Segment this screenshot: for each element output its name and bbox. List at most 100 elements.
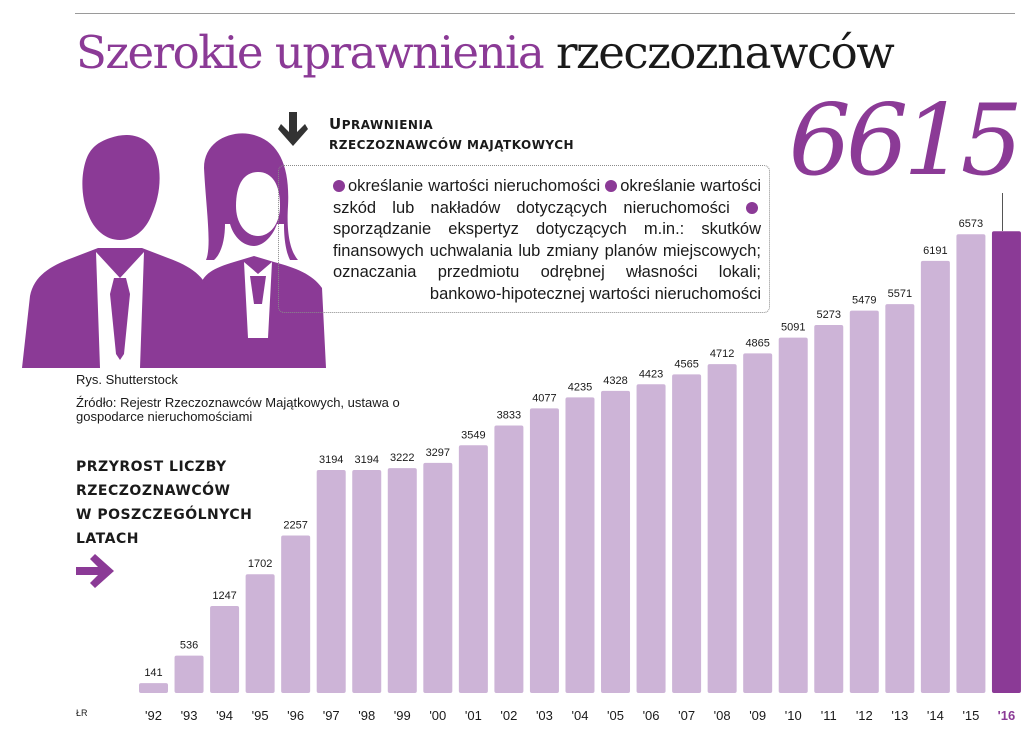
- bar-97: [316, 470, 346, 693]
- x-tick-label: '98: [358, 708, 375, 723]
- bar-06: [636, 384, 666, 693]
- title-rest: rzeczoznawców: [556, 26, 895, 79]
- x-tick-label: '94: [216, 708, 233, 723]
- bar-03: [529, 408, 559, 693]
- bar-95: [245, 574, 275, 693]
- bar-12: [849, 310, 879, 693]
- bar-96: [281, 535, 311, 693]
- x-tick-label: '10: [785, 708, 802, 723]
- x-tick-label: '09: [749, 708, 766, 723]
- bar-09: [743, 353, 773, 693]
- x-tick-label: '96: [287, 708, 304, 723]
- arrow-right-icon: [76, 554, 114, 588]
- x-tick-label: '06: [643, 708, 660, 723]
- bar-value-label: 5479: [852, 295, 876, 307]
- x-tick-label: '05: [607, 708, 624, 723]
- bar-08: [707, 364, 737, 693]
- x-tick-label: '97: [323, 708, 340, 723]
- rights-heading: UPRAWNIENIA RZECZOZNAWCÓW MAJĄTKOWYCH: [329, 114, 574, 155]
- bar-05: [601, 390, 631, 693]
- bar-93: [174, 655, 204, 693]
- rights-list: określanie wartości nieruchomości określ…: [285, 176, 761, 312]
- bar-value-label: 4712: [710, 348, 734, 360]
- bar-value-label: 4235: [568, 381, 592, 393]
- bar-00: [423, 462, 453, 693]
- bar-value-label: 2257: [283, 519, 307, 531]
- bar-value-label: 5571: [888, 288, 912, 300]
- x-tick-label: '04: [572, 708, 589, 723]
- rights-heading-initial: U: [329, 115, 342, 133]
- x-tick-label: '02: [500, 708, 517, 723]
- bar-value-label: 3297: [426, 447, 450, 459]
- top-rule: [75, 13, 1015, 14]
- growth-heading-line: PRZYROST LICZBY: [76, 459, 227, 475]
- bar-value-label: 5273: [817, 309, 841, 321]
- rights-heading-line2: RZECZOZNAWCÓW MAJĄTKOWYCH: [329, 138, 575, 152]
- growth-heading-line: W POSZCZEGÓLNYCH: [76, 507, 253, 523]
- x-tick-label: '13: [891, 708, 908, 723]
- page-title: Szerokie uprawnienia rzeczoznawców: [76, 26, 895, 79]
- bar-10: [778, 337, 808, 693]
- bar-value-label: 4328: [603, 375, 627, 387]
- highlight-value: 6615: [788, 84, 1023, 198]
- bar-value-label: 3549: [461, 429, 485, 441]
- businessman-businesswoman-icon: [22, 133, 326, 368]
- growth-heading-line: LATACH: [76, 531, 139, 547]
- rights-item-1: określanie wartości nieruchomości: [348, 177, 601, 195]
- bar-value-label: 4565: [674, 358, 698, 370]
- bar-value-label: 6191: [923, 245, 947, 257]
- bar-92: [139, 683, 168, 693]
- bar-value-label: 3194: [319, 454, 343, 466]
- bar-value-label: 1247: [212, 590, 236, 602]
- author-initials: ŁR: [76, 708, 88, 718]
- bar-value-label: 141: [144, 667, 162, 679]
- x-tick-label: '12: [856, 708, 873, 723]
- rights-heading-rest: PRAWNIENIA: [341, 118, 434, 132]
- x-tick-label: '11: [821, 708, 837, 723]
- bar-value-label: 5091: [781, 322, 805, 334]
- bar-value-label: 3833: [497, 409, 521, 421]
- bar-04: [565, 397, 595, 693]
- bar-02: [494, 425, 524, 693]
- rights-box: [278, 165, 770, 313]
- x-tick-label: '07: [678, 708, 695, 723]
- x-tick-label: '03: [536, 708, 553, 723]
- x-tick-label: '16: [998, 708, 1016, 723]
- bar-value-label: 536: [180, 640, 198, 652]
- bar-98: [352, 470, 382, 693]
- bar-value-label: 4865: [745, 337, 769, 349]
- bar-13: [885, 304, 915, 693]
- bar-15: [956, 234, 986, 694]
- x-tick-label: '93: [181, 708, 198, 723]
- bar-07: [672, 374, 702, 693]
- bullet-dot-icon: [746, 201, 758, 214]
- bar-value-label: 4077: [532, 392, 556, 404]
- bar-value-label: 3222: [390, 452, 414, 464]
- bullet-dot-icon: [333, 180, 345, 192]
- bar-99: [387, 468, 417, 693]
- bar-94: [210, 605, 240, 693]
- bar-01: [458, 445, 488, 693]
- title-accent: Szerokie uprawnienia: [76, 26, 545, 79]
- bar-11: [814, 324, 844, 693]
- x-tick-label: '01: [465, 708, 482, 723]
- bar-16: [991, 231, 1021, 693]
- x-tick-label: '00: [429, 708, 446, 723]
- image-credit: Rys. Shutterstock: [76, 372, 178, 387]
- bar-value-label: 1702: [248, 558, 272, 570]
- highlight-leader-line: [1002, 193, 1003, 231]
- x-tick-label: '92: [145, 708, 162, 723]
- bar-14: [920, 260, 950, 693]
- bullet-dot-icon: [605, 180, 618, 192]
- bar-value-label: 4423: [639, 368, 663, 380]
- growth-heading-line: RZECZOZNAWCÓW: [76, 483, 231, 499]
- x-tick-label: '99: [394, 708, 411, 723]
- x-tick-label: '14: [927, 708, 944, 723]
- rights-item-2: określanie wartości szkód lub nakładów d…: [333, 177, 761, 217]
- x-tick-label: '08: [714, 708, 731, 723]
- x-tick-label: '15: [962, 708, 979, 723]
- bar-value-label: 3194: [354, 454, 378, 466]
- source-note: Źródło: Rejestr Rzeczoznawców Majątkowyc…: [76, 395, 400, 424]
- bar-value-label: 6573: [959, 218, 983, 230]
